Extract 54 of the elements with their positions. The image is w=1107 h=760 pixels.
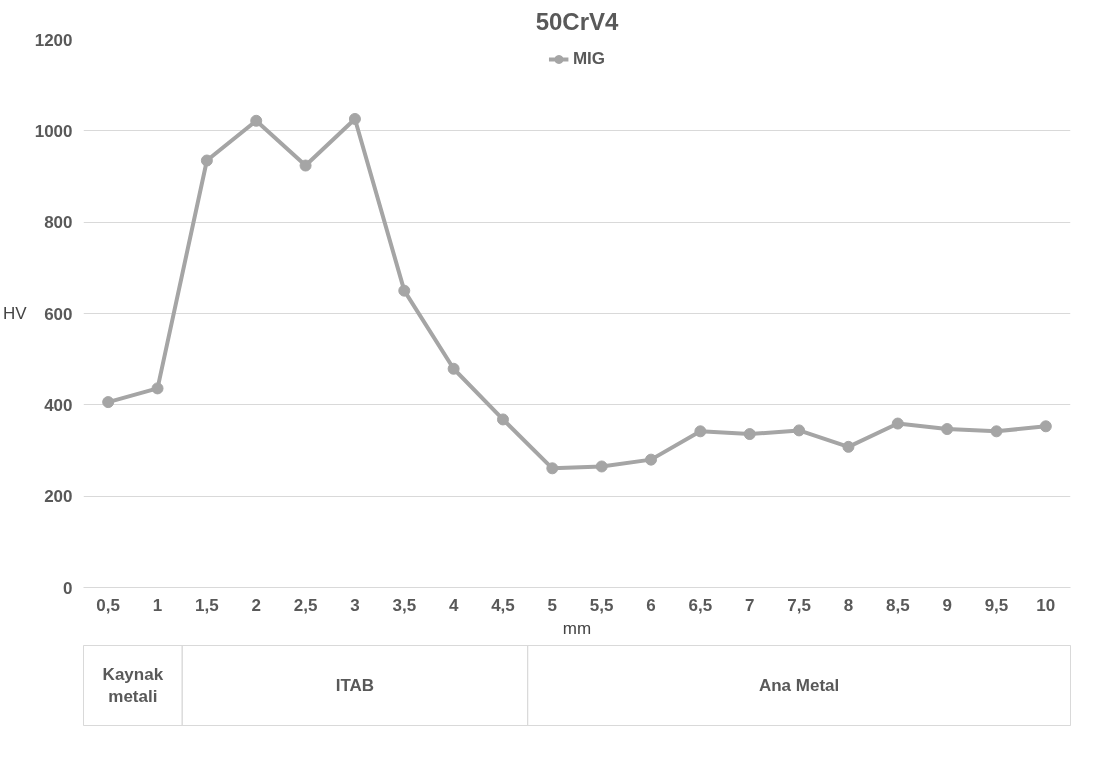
y-tick-label: 1200 xyxy=(34,30,73,50)
text: Kaynak metali xyxy=(102,664,164,707)
x-tick-label: 5 xyxy=(547,595,558,615)
point xyxy=(941,423,954,436)
text: ITAB xyxy=(335,676,375,695)
point xyxy=(694,425,707,438)
point xyxy=(645,453,658,466)
x-tick-label: 1 xyxy=(152,595,163,615)
x-tick-label: 2,5 xyxy=(293,595,318,615)
point xyxy=(250,114,263,127)
y-axis-title: HV xyxy=(3,304,28,323)
point xyxy=(1039,420,1052,433)
y-tick-label: 200 xyxy=(44,487,73,507)
x-tick-label: 3,5 xyxy=(392,595,417,615)
x-tick-label: 6,5 xyxy=(688,595,713,615)
x-tick-label: 8 xyxy=(843,595,854,615)
y-tick-label: 400 xyxy=(44,395,73,415)
point xyxy=(793,424,806,437)
chart-title: 50CrV4 xyxy=(535,7,620,35)
x-tick-label: 10 xyxy=(1036,595,1056,615)
point xyxy=(496,413,509,426)
x-tick-label: 4 xyxy=(448,595,459,615)
x-tick-label: 7,5 xyxy=(787,595,811,615)
point xyxy=(299,159,312,172)
x-tick-label: 5,5 xyxy=(589,595,614,615)
legend-label: MIG xyxy=(572,49,606,69)
x-tick-label: 3 xyxy=(350,595,360,615)
x-tick-label: 0,5 xyxy=(96,595,120,615)
x-tick-label: 9,5 xyxy=(984,595,1009,615)
x-tick-label: 6 xyxy=(646,595,656,615)
point xyxy=(398,284,411,297)
point xyxy=(743,428,756,441)
x-tick-label: 1,5 xyxy=(195,595,219,615)
x-axis-title: mm xyxy=(562,618,592,638)
point xyxy=(990,425,1003,438)
point xyxy=(891,417,904,430)
y-tick-label: 800 xyxy=(44,213,73,233)
y-tick-label: 0 xyxy=(63,578,73,598)
x-tick-label: 8,5 xyxy=(885,595,910,615)
x-tick-label: 7 xyxy=(745,595,755,615)
point xyxy=(842,440,855,453)
text: Ana Metal xyxy=(758,676,840,695)
y-tick-label: 600 xyxy=(44,304,73,324)
x-tick-label: 9 xyxy=(942,595,952,615)
x-tick-label: 4,5 xyxy=(491,595,515,615)
point xyxy=(447,362,460,375)
point xyxy=(348,112,361,125)
x-tick-label: 2 xyxy=(251,595,261,615)
point xyxy=(102,396,115,409)
point xyxy=(200,154,213,167)
point xyxy=(151,382,164,395)
point xyxy=(595,460,608,473)
point xyxy=(546,462,559,475)
y-tick-label: 1000 xyxy=(34,121,73,141)
